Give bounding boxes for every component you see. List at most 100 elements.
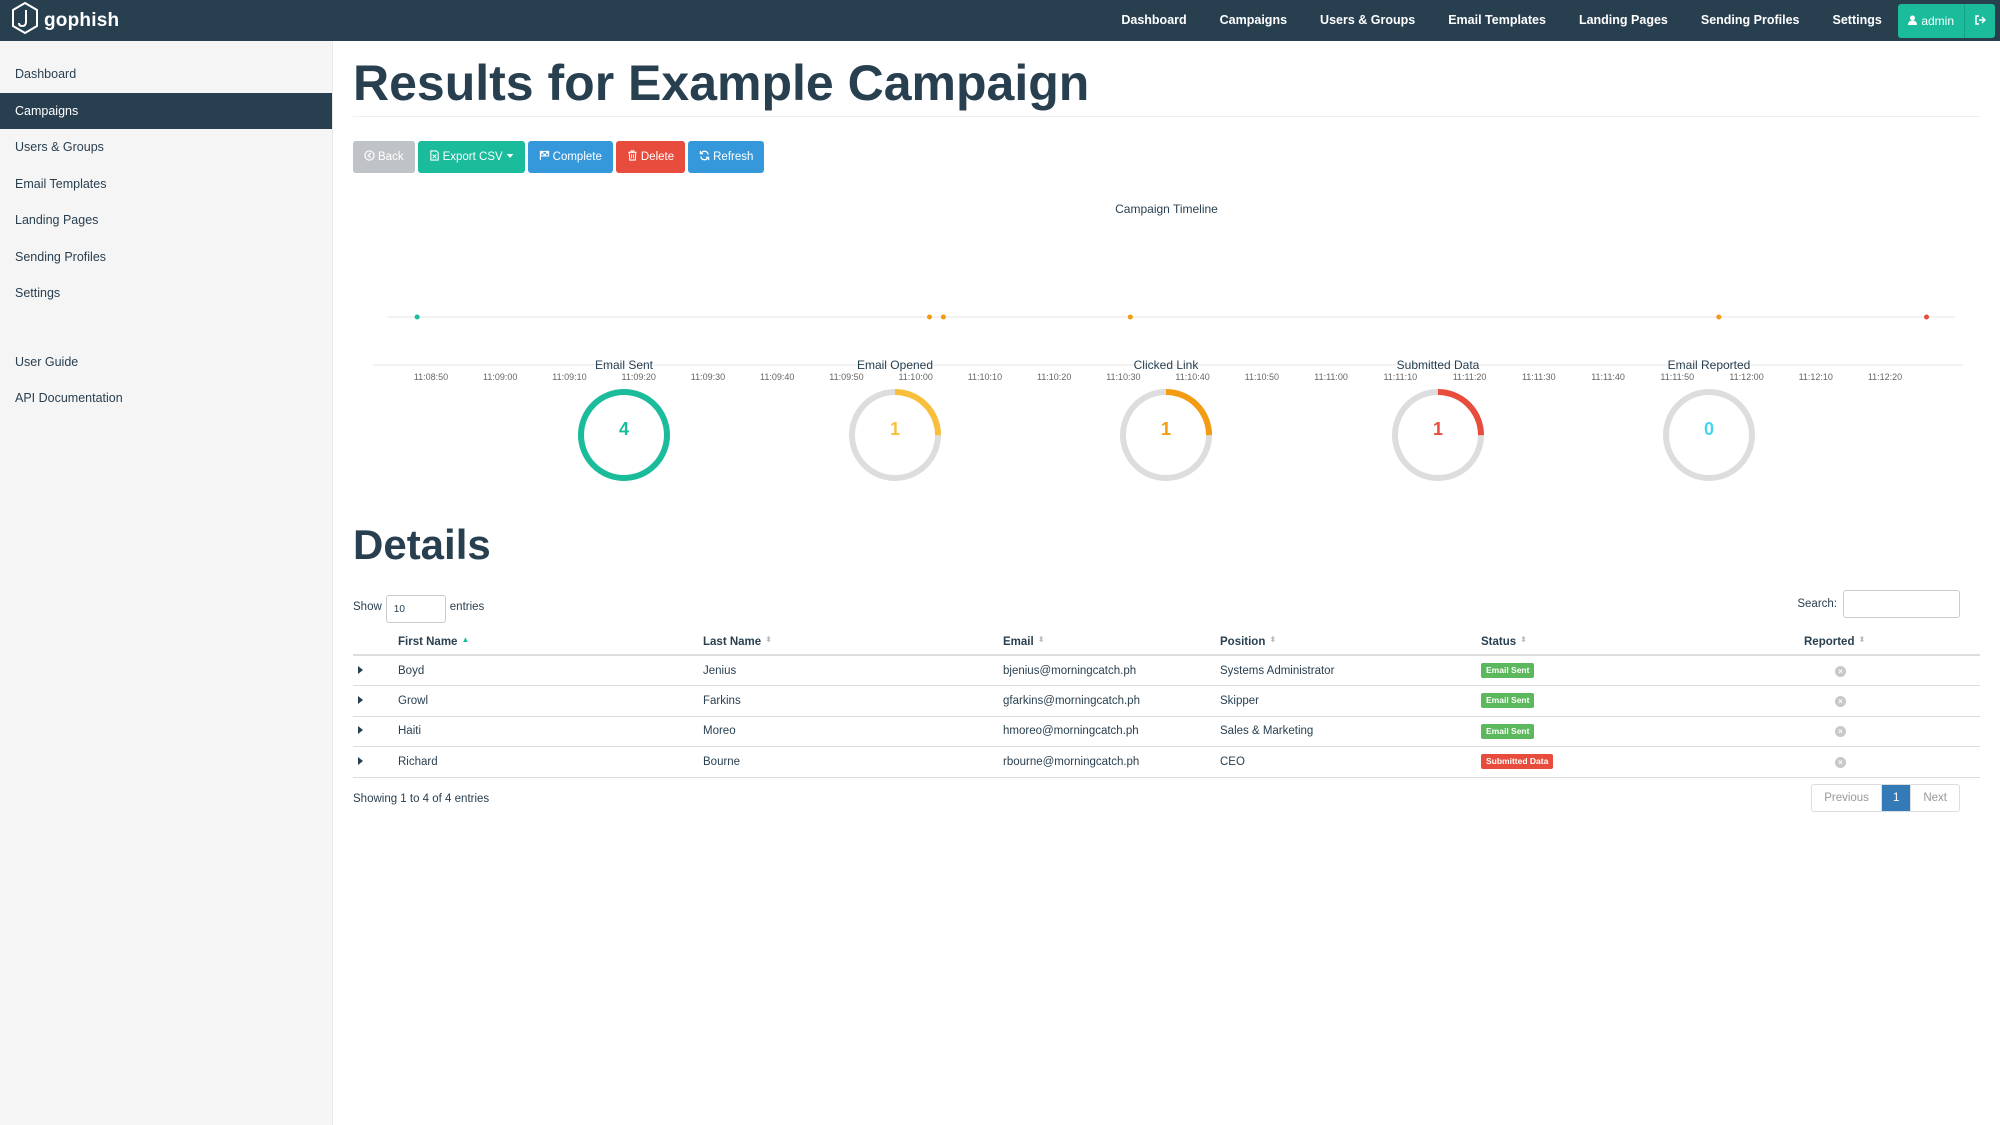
- sort-icon: ⬍: [1520, 635, 1527, 644]
- expand-toggle[interactable]: [353, 685, 398, 717]
- timeline-tick-label: 11:12:00: [1729, 372, 1763, 382]
- timeline-tick-label: 11:12:10: [1799, 372, 1833, 382]
- sidebar-item-api-documentation[interactable]: API Documentation: [15, 391, 123, 405]
- col-reported[interactable]: Reported ⬍: [1804, 625, 1980, 656]
- sidebar-item-email-templates[interactable]: Email Templates: [15, 176, 107, 191]
- caret-right-icon[interactable]: [358, 756, 363, 765]
- expand-toggle[interactable]: [353, 655, 398, 686]
- donut-arc: [1392, 389, 1484, 481]
- times-circle-icon: ×: [1835, 756, 1846, 768]
- back-label: Back: [378, 151, 404, 163]
- nav-email-templates[interactable]: Email Templates: [1448, 13, 1546, 27]
- timeline-tick-label: 11:10:30: [1106, 372, 1140, 382]
- page-length-select[interactable]: 10: [385, 595, 446, 623]
- sidebar-item-dashboard[interactable]: Dashboard: [15, 67, 77, 81]
- stat-email-reported: Email Reported 0: [1634, 358, 1784, 483]
- cell-reported: ×: [1804, 685, 1980, 717]
- timeline-event-point[interactable]: [1716, 314, 1722, 320]
- cell-last-name: Bourne: [703, 746, 1003, 778]
- timeline-event-point[interactable]: [927, 314, 933, 320]
- col-email[interactable]: Email ⬍: [1003, 625, 1220, 656]
- col-first-name[interactable]: First Name ▲: [398, 625, 703, 656]
- table-row[interactable]: Richard Bourne rbourne@morningcatch.ph CEO S…: [353, 746, 1980, 778]
- stat-clicked-link: Clicked Link 1: [1091, 358, 1241, 483]
- nav-settings[interactable]: Settings: [1832, 13, 1882, 27]
- caret-right-icon[interactable]: [358, 665, 363, 674]
- timeline-event-point[interactable]: [1127, 314, 1133, 320]
- timeline-event-point[interactable]: [1924, 314, 1930, 320]
- delete-button[interactable]: Delete: [615, 141, 686, 173]
- timeline-tick-label: 11:10:10: [968, 372, 1002, 382]
- results-table: First Name ▲ Last Name ⬍ Email ⬍ Position ⬍ …: [353, 625, 1980, 778]
- timeline-tick-label: 11:09:50: [829, 372, 863, 382]
- caret-right-icon[interactable]: [358, 695, 363, 704]
- sort-asc-icon: ▲: [461, 635, 470, 644]
- show-label: Show: [353, 600, 382, 613]
- expand-toggle[interactable]: [353, 746, 398, 778]
- delete-label: Delete: [640, 151, 675, 163]
- sidebar-item-user-guide[interactable]: User Guide: [15, 354, 79, 369]
- nav-dashboard[interactable]: Dashboard: [1121, 13, 1187, 27]
- sign-out-icon: [1974, 12, 1986, 30]
- logout-button[interactable]: [1965, 3, 1995, 38]
- stat-email-opened: Email Opened 1: [820, 358, 970, 483]
- refresh-button[interactable]: Refresh: [688, 141, 765, 173]
- caret-right-icon[interactable]: [358, 726, 363, 735]
- status-badge: Email Sent: [1481, 693, 1535, 709]
- details-title: Details: [353, 521, 491, 568]
- status-badge: Email Sent: [1481, 723, 1535, 739]
- col-last-name[interactable]: Last Name ⬍: [703, 625, 1003, 656]
- timeline-tick-label: 11:10:40: [1175, 372, 1209, 382]
- timeline-event-point[interactable]: [414, 314, 420, 320]
- cell-email: bjenius@morningcatch.ph: [1003, 655, 1220, 686]
- table-row[interactable]: Boyd Jenius bjenius@morningcatch.ph Systems…: [353, 655, 1980, 686]
- stat-value: 1: [1161, 419, 1171, 439]
- times-circle-icon: ×: [1835, 726, 1846, 738]
- table-row[interactable]: Haiti Moreo hmoreo@morningcatch.ph Sales & …: [353, 716, 1980, 747]
- timeline-event-point[interactable]: [940, 314, 946, 320]
- nav-campaigns[interactable]: Campaigns: [1219, 13, 1288, 27]
- pagination-previous[interactable]: Previous: [1812, 785, 1882, 811]
- cell-status: Submitted Data: [1481, 746, 1804, 778]
- complete-label: Complete: [552, 151, 602, 163]
- cell-first-name: Growl: [398, 685, 703, 717]
- sidebar-item-users-groups[interactable]: Users & Groups: [15, 140, 104, 154]
- sidebar-item-settings[interactable]: Settings: [15, 286, 61, 300]
- pagination-page-1[interactable]: 1: [1881, 785, 1911, 811]
- status-badge: Submitted Data: [1481, 754, 1554, 770]
- gophish-logo-icon: [10, 1, 40, 40]
- sort-icon: ⬍: [1858, 635, 1866, 644]
- col-position[interactable]: Position ⬍: [1220, 625, 1481, 656]
- stat-donut-chart: 1: [849, 389, 941, 481]
- stat-value: 0: [1704, 419, 1714, 439]
- sidebar: Dashboard Campaigns Users & Groups Email…: [0, 41, 333, 1125]
- nav-landing-pages[interactable]: Landing Pages: [1578, 13, 1668, 27]
- export-csv-button[interactable]: Export CSV: [417, 141, 525, 173]
- stat-label: Email Opened: [856, 358, 934, 372]
- cell-email: hmoreo@morningcatch.ph: [1003, 716, 1220, 747]
- arrow-circle-left-icon: [364, 150, 375, 164]
- nav-sending-profiles[interactable]: Sending Profiles: [1700, 13, 1800, 27]
- complete-button[interactable]: Complete: [527, 141, 613, 173]
- sidebar-item-campaigns[interactable]: Campaigns: [0, 92, 332, 129]
- user-menu: admin: [1898, 3, 1995, 38]
- cell-email: rbourne@morningcatch.ph: [1003, 746, 1220, 778]
- sidebar-item-landing-pages[interactable]: Landing Pages: [15, 213, 99, 227]
- back-button[interactable]: Back: [353, 141, 415, 173]
- sidebar-item-sending-profiles[interactable]: Sending Profiles: [15, 249, 107, 264]
- admin-button[interactable]: admin: [1898, 3, 1965, 38]
- campaign-actions: Back Export CSV Complete Delete Refresh: [353, 141, 1980, 173]
- nav-users-groups[interactable]: Users & Groups: [1320, 13, 1416, 27]
- trash-icon: [627, 150, 638, 164]
- table-row[interactable]: Growl Farkins gfarkins@morningcatch.ph Skip…: [353, 685, 1980, 717]
- stat-donut-chart: 4: [578, 389, 670, 481]
- col-status[interactable]: Status ⬍: [1481, 625, 1804, 656]
- search-input[interactable]: [1843, 590, 1960, 618]
- expand-toggle[interactable]: [353, 716, 398, 747]
- cell-status: Email Sent: [1481, 655, 1804, 686]
- admin-label: admin: [1921, 13, 1954, 28]
- caret-down-icon: [506, 151, 514, 163]
- brand[interactable]: gophish: [10, 0, 119, 41]
- stat-label: Email Reported: [1667, 358, 1751, 372]
- pagination-next[interactable]: Next: [1910, 785, 1959, 811]
